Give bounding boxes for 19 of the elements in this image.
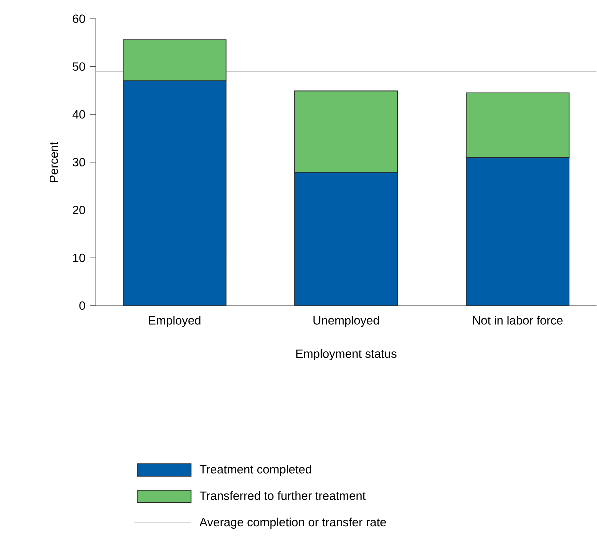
- legend-label: Average completion or transfer rate: [200, 518, 386, 530]
- y-tick-label: 0: [80, 302, 86, 310]
- y-tick-label: 30: [72, 158, 86, 167]
- y-tick-label: 10: [73, 254, 86, 262]
- legend-label: Treatment completed: [200, 465, 312, 476]
- bar: [123, 80, 227, 306]
- y-tick-label: 60: [73, 14, 86, 24]
- x-axis-title: Employment status: [296, 349, 397, 361]
- x-tick-label: Not in labor force: [473, 316, 563, 325]
- y-tick-label: 50: [72, 62, 86, 72]
- bar: [466, 157, 570, 306]
- bar: [294, 90, 398, 173]
- y-tick-label: 20: [73, 206, 86, 215]
- y-tick-label: 40: [72, 110, 86, 119]
- y-axis-title: Percent: [50, 142, 58, 182]
- x-tick-label: Employed: [149, 316, 201, 328]
- legend-label: Transferred to further treatment: [200, 492, 366, 500]
- x-tick-label: Unemployed: [314, 316, 380, 328]
- bar: [294, 172, 398, 306]
